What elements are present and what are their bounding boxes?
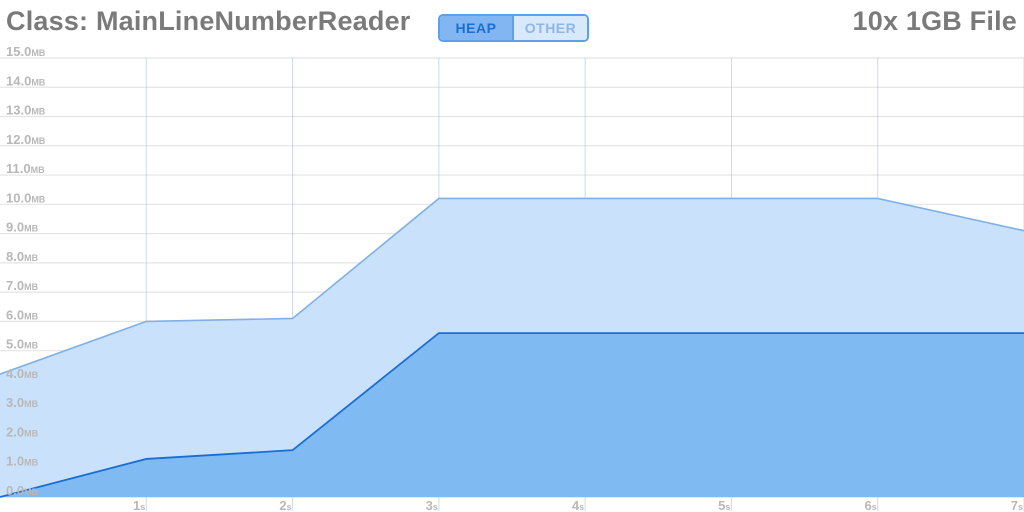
y-tick-label: 9.0MB: [6, 220, 39, 235]
y-axis-ticks: 0.0MB 1.0MB 2.0MB 3.0MB 4.0MB 5.0MB 6.0MB 7.0MB…: [6, 44, 46, 498]
y-tick-label: 5.0MB: [6, 337, 39, 352]
series-0-line: [0, 197, 1024, 375]
other-tab[interactable]: OTHER: [514, 16, 587, 40]
y-tick-label: 12.0MB: [6, 132, 46, 147]
x-tick-label: 7s: [1011, 498, 1023, 512]
series-1-area: [0, 333, 1024, 497]
y-tick-label: 6.0MB: [6, 307, 39, 322]
series-1-line: [0, 332, 1024, 498]
x-tick-label: 5s: [718, 498, 730, 512]
y-tick-label: 13.0MB: [6, 103, 46, 118]
chart-title: Class: MainLineNumberReader: [6, 6, 411, 36]
x-tick-label: 1s: [133, 498, 145, 512]
y-tick-label: 0.0MB: [6, 483, 39, 498]
y-tick-label: 1.0MB: [6, 454, 39, 469]
area-series: [0, 197, 1024, 498]
y-tick-label: 11.0MB: [6, 161, 45, 176]
x-axis-ticks: 1s 2s 3s 4s 5s 6s 7s: [133, 498, 1023, 512]
y-tick-label: 7.0MB: [6, 278, 39, 293]
y-tick-label: 8.0MB: [6, 249, 39, 264]
memory-type-toggle[interactable]: HEAP OTHER: [438, 14, 589, 42]
x-tick-label: 2s: [279, 498, 291, 512]
y-tick-label: 15.0MB: [6, 44, 46, 59]
y-tick-label: 10.0MB: [6, 190, 46, 205]
y-tick-label: 4.0MB: [6, 366, 39, 381]
heap-tab[interactable]: HEAP: [440, 16, 514, 40]
x-tick-label: 4s: [572, 498, 584, 512]
y-tick-label: 3.0MB: [6, 395, 39, 410]
y-tick-label: 14.0MB: [6, 73, 46, 88]
chart-subtitle: 10x 1GB File: [852, 6, 1017, 36]
y-tick-label: 2.0MB: [6, 424, 39, 439]
x-tick-label: 6s: [864, 498, 876, 512]
x-tick-label: 3s: [426, 498, 438, 512]
